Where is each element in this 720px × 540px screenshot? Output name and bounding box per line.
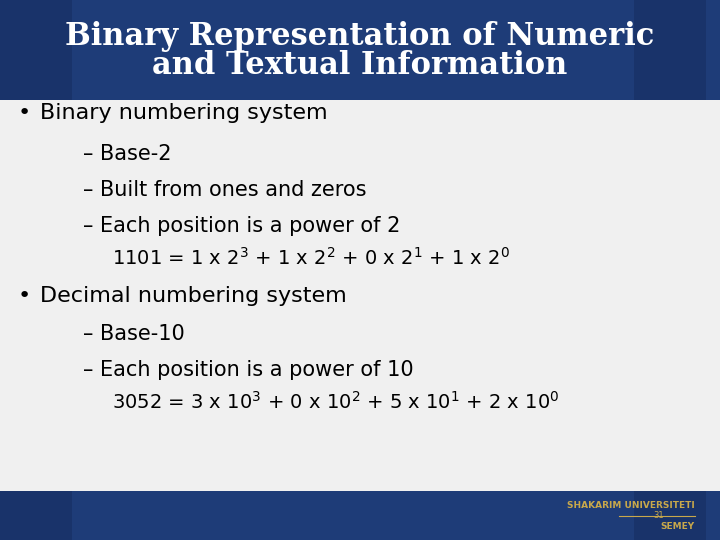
Text: – Base-2: – Base-2 bbox=[83, 144, 171, 164]
Text: •: • bbox=[18, 286, 31, 306]
Text: Decimal numbering system: Decimal numbering system bbox=[40, 286, 346, 306]
Text: SEMEY: SEMEY bbox=[661, 522, 695, 531]
Text: SHAKARIM UNIVERSITETI: SHAKARIM UNIVERSITETI bbox=[567, 501, 695, 510]
FancyBboxPatch shape bbox=[0, 0, 720, 100]
FancyBboxPatch shape bbox=[634, 0, 706, 100]
FancyBboxPatch shape bbox=[0, 491, 72, 540]
Text: – Base-10: – Base-10 bbox=[83, 323, 184, 344]
Text: and Textual Information: and Textual Information bbox=[153, 50, 567, 80]
Text: – Each position is a power of 2: – Each position is a power of 2 bbox=[83, 216, 400, 237]
FancyBboxPatch shape bbox=[634, 491, 706, 540]
FancyBboxPatch shape bbox=[0, 491, 720, 540]
Text: 3052 = 3 x 10$\mathregular{^3}$ + 0 x 10$\mathregular{^2}$ + 5 x 10$\mathregular: 3052 = 3 x 10$\mathregular{^3}$ + 0 x 10… bbox=[112, 392, 559, 413]
Text: 31: 31 bbox=[654, 511, 664, 520]
FancyBboxPatch shape bbox=[0, 0, 72, 100]
Text: Binary numbering system: Binary numbering system bbox=[40, 103, 327, 124]
Text: – Each position is a power of 10: – Each position is a power of 10 bbox=[83, 360, 413, 380]
Text: – Built from ones and zeros: – Built from ones and zeros bbox=[83, 180, 366, 200]
Text: •: • bbox=[18, 103, 31, 124]
Text: Binary Representation of Numeric: Binary Representation of Numeric bbox=[66, 21, 654, 52]
Text: 1101 = 1 x 2$\mathregular{^3}$ + 1 x 2$\mathregular{^2}$ + 0 x 2$\mathregular{^1: 1101 = 1 x 2$\mathregular{^3}$ + 1 x 2$\… bbox=[112, 247, 509, 269]
